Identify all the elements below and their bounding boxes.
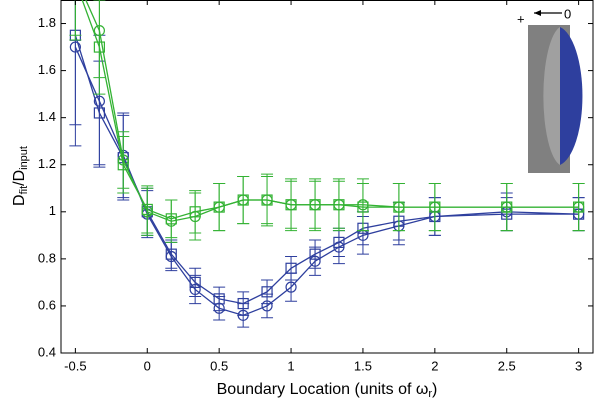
marker (309, 199, 321, 211)
series-line (74, 46, 579, 317)
error-bar (189, 192, 202, 241)
error-bar (93, 0, 106, 79)
inset-zero: 0 (564, 6, 571, 21)
marker (165, 250, 177, 263)
y-tick-label: 0.6 (38, 297, 56, 312)
error-bar (213, 296, 226, 321)
marker (237, 194, 249, 206)
error-bar (309, 246, 322, 276)
marker (501, 201, 513, 213)
y-tick-label: 1 (49, 203, 56, 218)
x-axis-label: Boundary Location (units of ωr) (217, 381, 438, 400)
error-bar (69, 0, 82, 147)
error-bar (189, 274, 202, 305)
marker (213, 201, 225, 213)
error-bar (117, 131, 130, 189)
error-bar (69, 0, 82, 36)
y-tick-label: 0.4 (38, 344, 56, 359)
marker (189, 283, 201, 296)
inset-gray-half (543, 27, 560, 165)
error-bar (572, 183, 585, 232)
plot-area (69, 0, 585, 328)
x-tick-label: 3 (575, 358, 582, 373)
marker (213, 302, 225, 314)
error-bar (237, 176, 250, 225)
error-bar (332, 178, 345, 232)
marker (165, 215, 177, 227)
series-line (74, 35, 579, 305)
marker (285, 199, 297, 211)
marker (393, 201, 405, 213)
error-bar (165, 199, 178, 243)
error-bar (309, 178, 322, 232)
x-tick-label: 2.5 (498, 358, 516, 373)
error-bar (213, 183, 226, 232)
error-bar (356, 178, 369, 232)
marker (333, 241, 345, 253)
error-bar (428, 183, 441, 232)
plot-frame (60, 0, 594, 354)
marker (117, 154, 129, 166)
marker (237, 309, 249, 321)
x-tick-label: 1.5 (354, 358, 372, 373)
y-tick-label: 1.2 (38, 156, 56, 171)
x-tick-label: -0.5 (64, 358, 86, 373)
y-tick-label: 1.6 (38, 62, 56, 77)
marker (429, 201, 441, 213)
x-tick-label: 1 (287, 358, 294, 373)
marker (333, 199, 345, 211)
x-tick-label: 2 (431, 358, 438, 373)
y-tick-label: 0.8 (38, 250, 56, 265)
error-bar (285, 178, 298, 232)
x-tick-label: 0 (144, 358, 151, 373)
y-tick-label: 1.4 (38, 109, 56, 124)
marker (285, 281, 297, 293)
marker (93, 95, 105, 107)
x-tick-label: 0.5 (210, 358, 228, 373)
marker (69, 41, 81, 53)
marker (357, 199, 369, 211)
y-axis-label: Dfit/Dinput (11, 146, 30, 206)
marker (261, 300, 273, 312)
inset-plus: + (517, 11, 525, 26)
error-bar (285, 272, 298, 302)
y-tick-label: 1.8 (38, 15, 56, 30)
marker (261, 194, 273, 206)
error-bar (141, 187, 154, 236)
marker (573, 201, 585, 213)
marker (93, 24, 105, 37)
inset-blue-half (560, 27, 583, 165)
error-bar (261, 293, 274, 319)
marker (309, 255, 321, 267)
error-bar (500, 183, 513, 232)
marker (189, 210, 201, 223)
marker (141, 206, 153, 218)
error-bar (392, 183, 405, 232)
error-bar (261, 173, 274, 227)
error-bar (237, 303, 250, 328)
inset-diagram: + 0 (517, 6, 583, 173)
inset-arrowhead (534, 10, 541, 16)
